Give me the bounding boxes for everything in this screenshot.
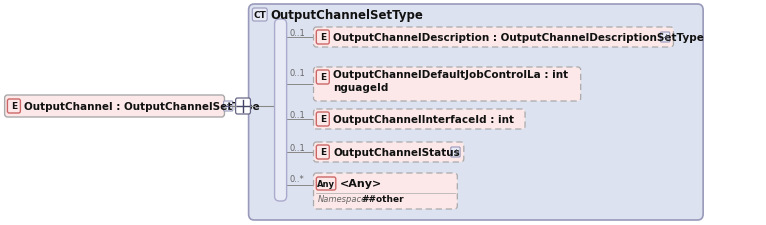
FancyBboxPatch shape — [252, 9, 267, 22]
FancyBboxPatch shape — [316, 145, 329, 159]
FancyBboxPatch shape — [313, 110, 525, 129]
Text: E: E — [11, 102, 17, 111]
FancyBboxPatch shape — [5, 96, 224, 117]
Text: E: E — [319, 115, 326, 124]
Text: OutputChannelDefaultJobControlLa : int: OutputChannelDefaultJobControlLa : int — [333, 70, 568, 80]
FancyBboxPatch shape — [316, 177, 336, 190]
Text: 0..1: 0..1 — [290, 69, 305, 78]
FancyBboxPatch shape — [313, 28, 673, 48]
Text: OutputChannelStatus: OutputChannelStatus — [333, 147, 460, 157]
Text: 0..1: 0..1 — [290, 29, 305, 38]
Text: OutputChannelInterfaceId : int: OutputChannelInterfaceId : int — [333, 115, 514, 124]
Text: 0..*: 0..* — [290, 174, 304, 183]
Text: OutputChannelSetType: OutputChannelSetType — [271, 9, 424, 22]
FancyBboxPatch shape — [316, 71, 329, 85]
FancyBboxPatch shape — [316, 31, 329, 45]
Text: +: + — [662, 33, 669, 42]
Text: Namespace: Namespace — [318, 195, 368, 204]
Text: E: E — [319, 73, 326, 82]
Text: +: + — [452, 148, 459, 157]
FancyBboxPatch shape — [660, 33, 669, 43]
FancyBboxPatch shape — [224, 101, 233, 112]
Text: CT: CT — [254, 11, 266, 20]
FancyBboxPatch shape — [313, 173, 457, 209]
FancyBboxPatch shape — [274, 20, 286, 201]
FancyBboxPatch shape — [249, 5, 703, 220]
FancyBboxPatch shape — [451, 147, 460, 157]
Text: E: E — [319, 33, 326, 42]
Text: Any: Any — [317, 179, 335, 188]
FancyBboxPatch shape — [8, 99, 21, 113]
Text: 0..1: 0..1 — [290, 110, 305, 119]
Text: OutputChannelDescription : OutputChannelDescriptionSetType: OutputChannelDescription : OutputChannel… — [333, 33, 704, 43]
FancyBboxPatch shape — [313, 68, 581, 101]
Text: OutputChannel : OutputChannelSetType: OutputChannel : OutputChannelSetType — [24, 101, 260, 112]
FancyBboxPatch shape — [316, 112, 329, 126]
Text: ##other: ##other — [362, 195, 404, 204]
Text: <Any>: <Any> — [339, 179, 381, 189]
FancyBboxPatch shape — [313, 142, 463, 162]
Text: 0..1: 0..1 — [290, 143, 305, 152]
Text: nguageId: nguageId — [333, 83, 388, 93]
FancyBboxPatch shape — [236, 99, 250, 115]
Text: E: E — [319, 148, 326, 157]
